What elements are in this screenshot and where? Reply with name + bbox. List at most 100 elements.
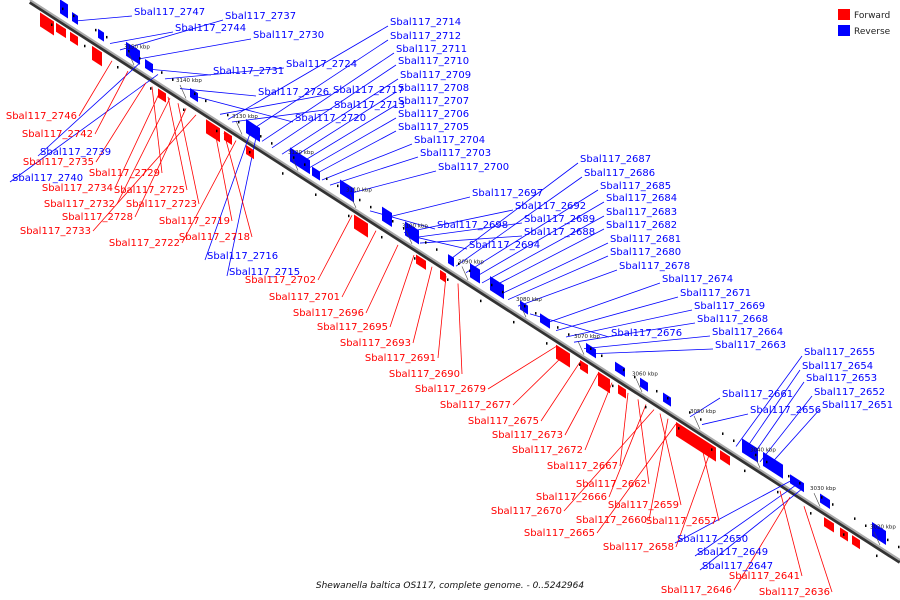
- forward-gene-label[interactable]: Sbal117_2690: [389, 369, 460, 380]
- reverse-gene-label[interactable]: Sbal117_2744: [175, 23, 246, 34]
- reverse-gene-label[interactable]: Sbal117_2714: [390, 17, 461, 28]
- reverse-gene-label[interactable]: Sbal117_2706: [398, 109, 469, 120]
- reverse-gene-label[interactable]: Sbal117_2704: [414, 135, 485, 146]
- forward-gene-label[interactable]: Sbal117_2672: [512, 445, 583, 456]
- reverse-gene-label[interactable]: Sbal117_2747: [134, 7, 205, 18]
- reverse-gene-label[interactable]: Sbal117_2674: [662, 274, 733, 285]
- forward-gene[interactable]: [824, 517, 834, 533]
- forward-gene[interactable]: [440, 269, 446, 283]
- reverse-gene-label[interactable]: Sbal117_2697: [472, 188, 543, 199]
- forward-gene-label[interactable]: Sbal117_2701: [269, 292, 340, 303]
- reverse-gene[interactable]: [448, 254, 454, 267]
- reverse-gene-label[interactable]: Sbal117_2653: [806, 373, 877, 384]
- reverse-gene[interactable]: [60, 0, 68, 19]
- reverse-gene-label[interactable]: Sbal117_2684: [606, 193, 677, 204]
- forward-gene[interactable]: [696, 434, 716, 462]
- reverse-gene-label[interactable]: Sbal117_2683: [606, 207, 677, 218]
- reverse-gene-label[interactable]: Sbal117_2711: [396, 44, 467, 55]
- forward-gene-label[interactable]: Sbal117_2718: [179, 232, 250, 243]
- forward-gene-label[interactable]: Sbal117_2646: [661, 585, 732, 596]
- forward-gene-label[interactable]: Sbal117_2735: [23, 157, 94, 168]
- forward-gene-label[interactable]: Sbal117_2725: [114, 185, 185, 196]
- forward-gene-label[interactable]: Sbal117_2722: [109, 238, 180, 249]
- forward-gene-label[interactable]: Sbal117_2733: [20, 226, 91, 237]
- forward-gene-label[interactable]: Sbal117_2695: [317, 322, 388, 333]
- reverse-gene[interactable]: [340, 179, 354, 203]
- reverse-gene-label[interactable]: Sbal117_2651: [822, 400, 893, 411]
- forward-gene-label[interactable]: Sbal117_2746: [6, 111, 77, 122]
- forward-gene-label[interactable]: Sbal117_2675: [468, 416, 539, 427]
- reverse-gene-label[interactable]: Sbal117_2707: [398, 96, 469, 107]
- forward-gene-label[interactable]: Sbal117_2693: [340, 338, 411, 349]
- reverse-gene-label[interactable]: Sbal117_2731: [213, 66, 284, 77]
- forward-gene[interactable]: [852, 535, 860, 550]
- reverse-gene-label[interactable]: Sbal117_2703: [420, 148, 491, 159]
- reverse-gene[interactable]: [382, 206, 392, 228]
- reverse-gene-label[interactable]: Sbal117_2712: [390, 31, 461, 42]
- reverse-gene[interactable]: [98, 28, 104, 42]
- reverse-gene-label[interactable]: Sbal117_2661: [722, 389, 793, 400]
- reverse-gene-label[interactable]: Sbal117_2716: [207, 251, 278, 262]
- reverse-gene-label[interactable]: Sbal117_2688: [524, 227, 595, 238]
- reverse-gene-label[interactable]: Sbal117_2730: [253, 30, 324, 41]
- forward-gene-label[interactable]: Sbal117_2641: [729, 571, 800, 582]
- forward-gene-label[interactable]: Sbal117_2662: [576, 479, 647, 490]
- reverse-gene-label[interactable]: Sbal117_2671: [680, 288, 751, 299]
- reverse-gene-label[interactable]: Sbal117_2709: [400, 70, 471, 81]
- reverse-gene-label[interactable]: Sbal117_2713: [334, 100, 405, 111]
- reverse-gene-label[interactable]: Sbal117_2694: [469, 240, 540, 251]
- forward-gene-label[interactable]: Sbal117_2636: [759, 587, 830, 598]
- reverse-gene-label[interactable]: Sbal117_2655: [804, 347, 875, 358]
- reverse-gene-label[interactable]: Sbal117_2686: [584, 168, 655, 179]
- forward-gene[interactable]: [92, 45, 102, 67]
- forward-gene[interactable]: [580, 360, 588, 375]
- reverse-gene-label[interactable]: Sbal117_2689: [524, 214, 595, 225]
- forward-gene-label[interactable]: Sbal117_2679: [415, 384, 486, 395]
- forward-gene-label[interactable]: Sbal117_2696: [293, 308, 364, 319]
- forward-gene[interactable]: [224, 130, 232, 146]
- reverse-gene[interactable]: [290, 147, 310, 175]
- forward-gene-label[interactable]: Sbal117_2728: [62, 212, 133, 223]
- forward-gene-label[interactable]: Sbal117_2670: [491, 506, 562, 517]
- forward-gene[interactable]: [56, 22, 66, 39]
- reverse-gene-label[interactable]: Sbal117_2654: [802, 361, 873, 372]
- reverse-gene-label[interactable]: Sbal117_2717: [333, 85, 404, 96]
- reverse-gene[interactable]: [872, 521, 886, 546]
- reverse-gene[interactable]: [763, 451, 783, 479]
- reverse-gene[interactable]: [490, 276, 504, 300]
- forward-gene-label[interactable]: Sbal117_2673: [492, 430, 563, 441]
- reverse-gene-label[interactable]: Sbal117_2668: [697, 314, 768, 325]
- reverse-gene[interactable]: [640, 377, 648, 392]
- forward-gene[interactable]: [720, 450, 730, 466]
- forward-gene[interactable]: [70, 31, 78, 46]
- reverse-gene-label[interactable]: Sbal117_2698: [437, 220, 508, 231]
- reverse-gene-label[interactable]: Sbal117_2726: [258, 87, 329, 98]
- reverse-gene-label[interactable]: Sbal117_2680: [610, 247, 681, 258]
- reverse-gene-label[interactable]: Sbal117_2647: [702, 561, 773, 572]
- reverse-gene-label[interactable]: Sbal117_2692: [515, 201, 586, 212]
- forward-gene[interactable]: [618, 384, 626, 399]
- reverse-gene[interactable]: [540, 313, 550, 329]
- forward-gene-label[interactable]: Sbal117_2657: [646, 516, 717, 527]
- reverse-gene-label[interactable]: Sbal117_2737: [225, 11, 296, 22]
- reverse-gene[interactable]: [820, 493, 830, 509]
- reverse-gene-label[interactable]: Sbal117_2700: [438, 162, 509, 173]
- reverse-gene-label[interactable]: Sbal117_2715: [229, 267, 300, 278]
- forward-gene-label[interactable]: Sbal117_2691: [365, 353, 436, 364]
- reverse-gene[interactable]: [405, 221, 419, 245]
- forward-gene-label[interactable]: Sbal117_2732: [44, 199, 115, 210]
- reverse-gene-label[interactable]: Sbal117_2687: [580, 154, 651, 165]
- forward-gene[interactable]: [206, 119, 220, 143]
- forward-gene-label[interactable]: Sbal117_2734: [42, 183, 113, 194]
- forward-gene[interactable]: [354, 214, 368, 238]
- forward-gene-label[interactable]: Sbal117_2702: [245, 275, 316, 286]
- forward-gene[interactable]: [158, 88, 166, 103]
- forward-gene-label[interactable]: Sbal117_2665: [524, 528, 595, 539]
- forward-gene-label[interactable]: Sbal117_2742: [22, 129, 93, 140]
- forward-gene-label[interactable]: Sbal117_2658: [603, 542, 674, 553]
- reverse-gene-label[interactable]: Sbal117_2681: [610, 234, 681, 245]
- reverse-gene-label[interactable]: Sbal117_2678: [619, 261, 690, 272]
- forward-gene[interactable]: [416, 254, 426, 270]
- forward-gene-label[interactable]: Sbal117_2677: [440, 400, 511, 411]
- reverse-gene-label[interactable]: Sbal117_2708: [398, 83, 469, 94]
